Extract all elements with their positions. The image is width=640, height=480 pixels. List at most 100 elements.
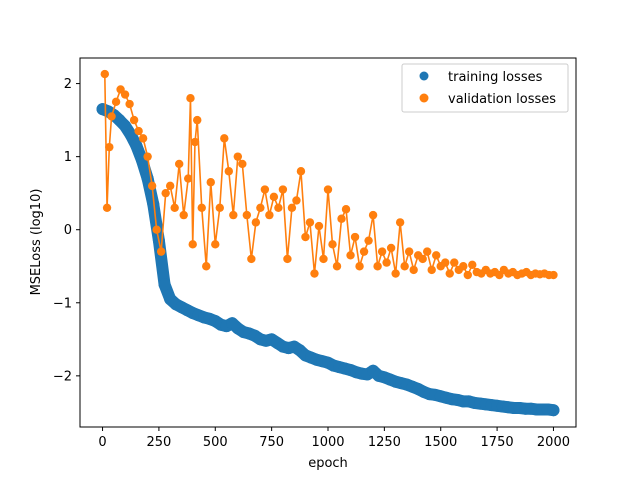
legend-marker-validation <box>419 93 429 103</box>
validation-point <box>152 225 161 234</box>
legend-box <box>401 63 569 113</box>
validation-point <box>287 203 297 212</box>
series-validation-losses <box>100 69 558 280</box>
validation-point <box>143 152 152 161</box>
validation-point <box>418 254 427 264</box>
validation-point <box>400 262 409 271</box>
legend-label-validation: validation losses <box>448 92 556 107</box>
validation-point <box>278 185 288 194</box>
validation-point <box>350 232 360 242</box>
training-point <box>119 119 132 132</box>
validation-point <box>260 185 270 194</box>
validation-point <box>242 210 252 220</box>
validation-point <box>332 262 342 271</box>
validation-point <box>120 90 130 99</box>
validation-point <box>186 93 195 103</box>
validation-point <box>165 181 175 191</box>
validation-point <box>301 232 310 242</box>
legend-label-training: training losses <box>448 70 543 85</box>
validation-point <box>337 214 346 223</box>
x-axis-label: epoch <box>308 456 348 471</box>
x-tick-label: 0 <box>98 435 106 450</box>
validation-point <box>355 262 364 271</box>
validation-point <box>125 99 134 109</box>
validation-point <box>206 178 215 187</box>
validation-point <box>404 247 414 256</box>
training-point <box>547 404 560 417</box>
validation-point <box>314 221 324 231</box>
validation-point <box>179 210 188 220</box>
validation-point <box>445 269 454 278</box>
x-tick-label: 500 <box>203 435 228 450</box>
validation-point <box>274 203 283 212</box>
validation-point <box>107 112 116 121</box>
validation-point <box>269 192 279 202</box>
validation-point <box>423 247 432 256</box>
validation-point <box>161 188 170 198</box>
validation-point <box>175 159 184 169</box>
validation-point <box>202 262 211 271</box>
validation-point <box>432 251 441 260</box>
validation-point <box>233 152 243 161</box>
validation-point <box>220 134 229 143</box>
validation-point <box>129 115 139 125</box>
y-tick-label: −2 <box>53 369 72 384</box>
y-tick-label: 1 <box>64 150 72 165</box>
validation-point <box>215 203 224 212</box>
validation-point <box>188 240 197 249</box>
legend: training losses validation losses <box>401 63 569 113</box>
validation-point <box>377 247 387 256</box>
validation-point <box>346 251 355 260</box>
validation-point <box>391 269 400 278</box>
validation-point <box>111 97 121 107</box>
validation-point <box>211 240 220 249</box>
x-tick-label: 2000 <box>537 435 570 450</box>
x-tick-label: 250 <box>146 435 171 450</box>
y-tick-label: 2 <box>64 77 72 92</box>
y-tick-label: −1 <box>53 296 72 311</box>
validation-point <box>170 203 179 212</box>
validation-point <box>468 260 477 269</box>
validation-point <box>549 270 558 280</box>
validation-point <box>224 167 233 176</box>
x-tick-label: 750 <box>259 435 284 450</box>
series-training-losses <box>96 103 560 417</box>
legend-marker-training <box>419 71 429 81</box>
validation-point <box>105 142 114 152</box>
validation-point <box>427 265 436 275</box>
validation-point <box>265 210 274 220</box>
validation-point <box>247 254 256 264</box>
validation-point <box>463 270 472 280</box>
validation-point <box>100 69 110 79</box>
validation-point <box>283 254 292 264</box>
validation-point <box>386 243 396 253</box>
validation-point <box>296 167 306 176</box>
training-point <box>124 128 137 141</box>
validation-point <box>441 258 450 267</box>
validation-point <box>409 265 418 275</box>
validation-point <box>382 258 391 267</box>
validation-point <box>238 159 247 169</box>
validation-point <box>156 247 166 256</box>
validation-point <box>395 218 405 227</box>
validation-point <box>305 218 315 227</box>
validation-point <box>359 247 369 256</box>
validation-point <box>229 210 238 220</box>
validation-point <box>251 218 261 227</box>
validation-point <box>197 203 206 212</box>
validation-point <box>319 254 328 264</box>
x-tick-label: 1000 <box>311 435 344 450</box>
validation-point <box>138 134 148 143</box>
validation-point <box>450 258 459 267</box>
validation-point <box>190 137 200 147</box>
validation-point <box>368 210 378 220</box>
training-point <box>158 278 171 291</box>
validation-point <box>323 185 333 194</box>
validation-point <box>193 115 202 125</box>
x-tick-label: 1750 <box>481 435 514 450</box>
validation-point <box>341 205 351 214</box>
validation-point <box>328 240 337 249</box>
y-tick-label: 0 <box>64 223 72 238</box>
validation-point <box>292 196 301 205</box>
